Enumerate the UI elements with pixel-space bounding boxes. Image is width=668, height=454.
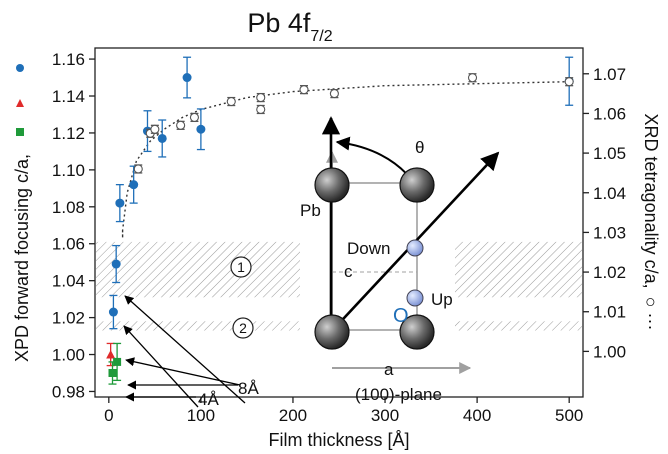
xrd-point-open-circle: [226, 96, 236, 107]
y-tick-label: 1.00: [52, 346, 85, 365]
atom-top-right: [399, 167, 435, 203]
xpd-point-circle: [129, 180, 139, 190]
label-8a: 8Å: [238, 379, 259, 398]
xrd-point-open-circle: [176, 120, 186, 130]
y-tick-label: 1.04: [52, 272, 85, 291]
arrow-8a-lower: [125, 357, 241, 386]
y-tick-label: 1.12: [52, 124, 85, 143]
y2-tick-label: 1.03: [593, 223, 626, 242]
y2-axis-label: XRD tetragonality c/a,○ ···: [641, 114, 661, 331]
xpd-point-circle: [196, 124, 206, 134]
label-pb: Pb: [300, 201, 321, 220]
label-up: Up: [431, 290, 453, 309]
label-4a: 4Å: [198, 390, 219, 409]
xrd-point-open-circle: [256, 104, 266, 115]
xpd-point-circle: [182, 73, 192, 83]
xrd-point-open-circle: [256, 93, 266, 103]
x-tick-label: 400: [463, 406, 491, 425]
y-tick-label: 1.02: [52, 309, 85, 328]
band-label-2: 2: [232, 317, 254, 339]
xrd-point-open-circle: [467, 73, 478, 83]
y2-tick-label: 1.04: [593, 184, 626, 203]
y2-tick-label: 1.05: [593, 144, 626, 163]
plot-frame: [94, 47, 584, 398]
xpd-point-circle: [111, 259, 121, 269]
label-origin: O: [393, 305, 409, 327]
y-tick-label: 1.08: [52, 198, 85, 217]
atom-top-left: [314, 167, 350, 203]
atom-up: [406, 289, 424, 307]
svg-text:2: 2: [239, 320, 247, 336]
y2-tick-label: 1.00: [593, 342, 626, 361]
xpd-point-circle: [108, 307, 118, 317]
inset-cell-diagram: Pb θ Down Up c a O (100)-plane: [300, 116, 500, 404]
xrd-point-open-circle: [564, 77, 574, 87]
arrow-8a-upper: [124, 295, 246, 404]
atom-bottom-left: [314, 314, 350, 350]
legend-marker-triangle: [16, 99, 24, 107]
label-theta: θ: [415, 138, 424, 157]
y-tick-label: 1.14: [52, 87, 85, 106]
legend-marker-square: [16, 128, 24, 136]
xpd-point-triangle: [106, 350, 116, 359]
x-axis-label: Film thickness [Å]: [268, 430, 409, 450]
y-axis-legend-markers: [16, 64, 24, 136]
svg-text:1: 1: [237, 259, 245, 275]
y-axis-label: XPD forward focusing c/a,: [12, 154, 32, 362]
chart-title: Pb 4f7/2: [247, 8, 332, 45]
xpd-point-circle: [115, 198, 125, 208]
y2-tick-label: 1.07: [593, 65, 626, 84]
atom-bottom-right: [399, 314, 435, 350]
y-tick-label: 1.06: [52, 235, 85, 254]
xrd-point-open-circle: [133, 164, 143, 174]
ticks-layer: 0 100 200 300 400 500 0.98 1.00 1.02 1.04 1.06 1.08…: [52, 50, 626, 425]
y-tick-label: 1.16: [52, 50, 85, 69]
x-tick-label: 200: [279, 406, 307, 425]
series-layer: [106, 56, 574, 385]
x-tick-label: 500: [555, 406, 583, 425]
y2-tick-label: 1.01: [593, 303, 626, 322]
arrow-4a-upper: [123, 325, 199, 408]
xpd-point-square: [113, 357, 122, 366]
y2-tick-label: 1.06: [593, 104, 626, 123]
xrd-point-open-circle: [189, 112, 199, 122]
y2-tick-label: 1.02: [593, 263, 626, 282]
x-tick-label: 100: [187, 406, 215, 425]
xrd-point-open-circle: [329, 89, 339, 99]
label-a: a: [384, 360, 394, 379]
xrd-point-open-circle: [150, 124, 160, 134]
x-tick-label: 0: [104, 406, 113, 425]
xpd-point-circle: [157, 133, 167, 143]
atom-down: [406, 239, 424, 257]
xrd-point-open-circle: [299, 85, 309, 95]
band-label-1: 1: [230, 256, 252, 278]
thickness-annotations: 8Å 4Å: [123, 295, 259, 409]
label-plane: (100)-plane: [355, 385, 442, 404]
legend-marker-circle: [16, 64, 24, 72]
x-tick-label: 300: [371, 406, 399, 425]
label-c: c: [344, 262, 353, 281]
y-tick-label: 0.98: [52, 382, 85, 401]
y-tick-label: 1.10: [52, 161, 85, 180]
xpd-point-square: [108, 368, 117, 377]
fit-curve: [121, 81, 570, 239]
label-down: Down: [347, 239, 390, 258]
